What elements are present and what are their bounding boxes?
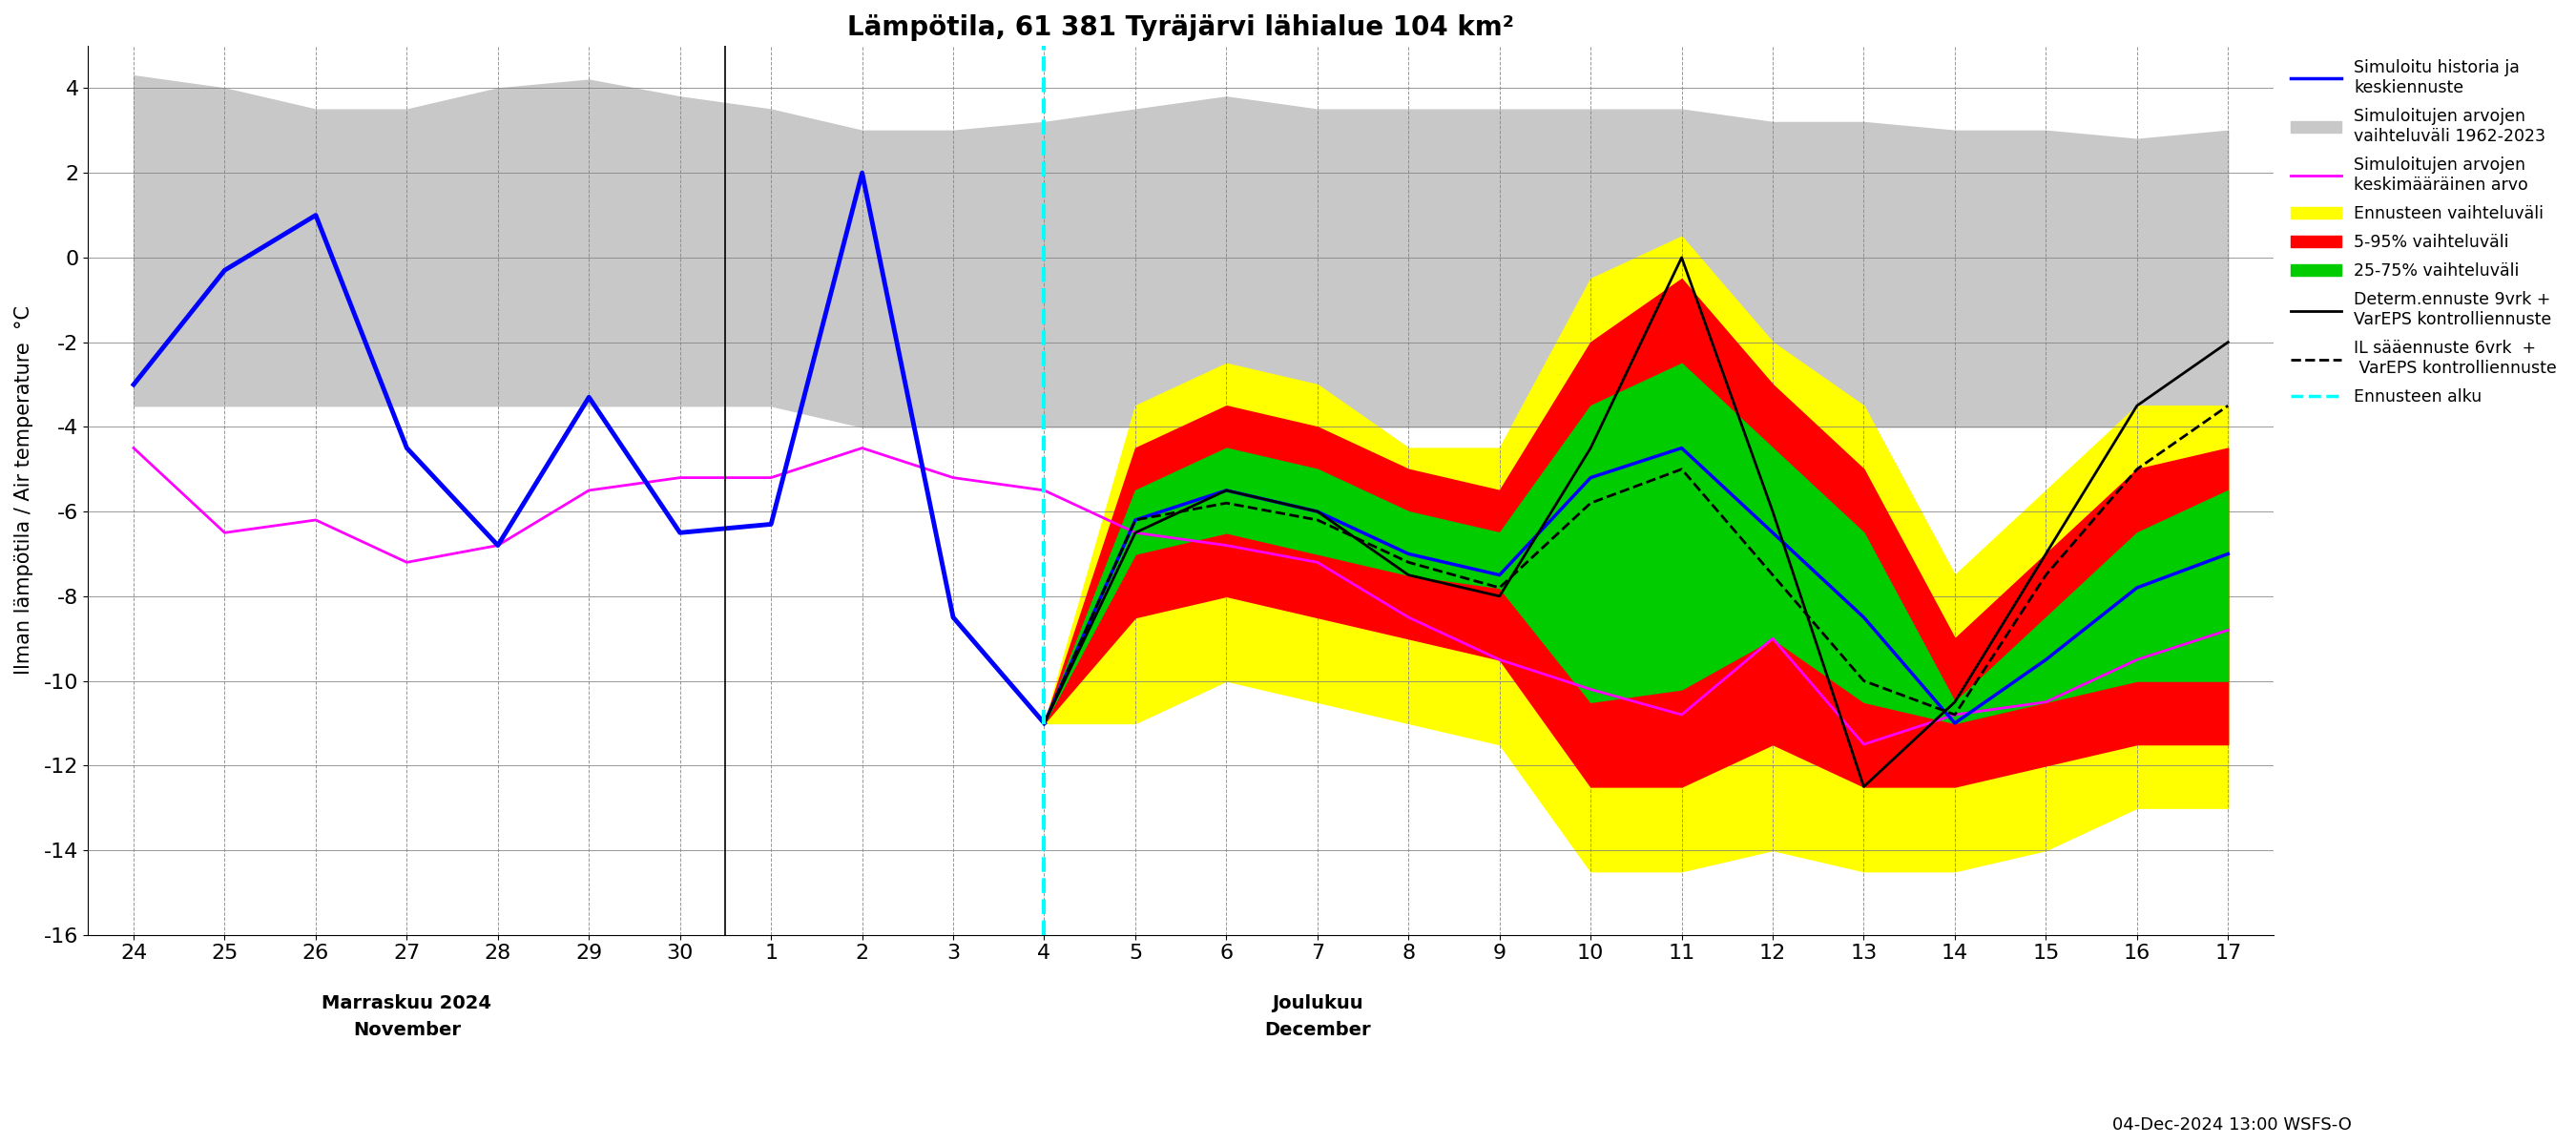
Text: 04-Dec-2024 13:00 WSFS-O: 04-Dec-2024 13:00 WSFS-O: [2112, 1116, 2352, 1134]
Y-axis label: Ilman lämpötila / Air temperature  °C: Ilman lämpötila / Air temperature °C: [15, 306, 33, 676]
Legend: Simuloitu historia ja
keskiennuste, Simuloitujen arvojen
vaihteluväli 1962-2023,: Simuloitu historia ja keskiennuste, Simu…: [2287, 54, 2563, 411]
Text: Joulukuu: Joulukuu: [1273, 995, 1363, 1012]
Title: Lämpötila, 61 381 Tyräjärvi lähialue 104 km²: Lämpötila, 61 381 Tyräjärvi lähialue 104…: [848, 14, 1515, 41]
Text: Marraskuu 2024: Marraskuu 2024: [322, 995, 492, 1012]
Text: December: December: [1265, 1021, 1370, 1040]
Text: November: November: [353, 1021, 461, 1040]
